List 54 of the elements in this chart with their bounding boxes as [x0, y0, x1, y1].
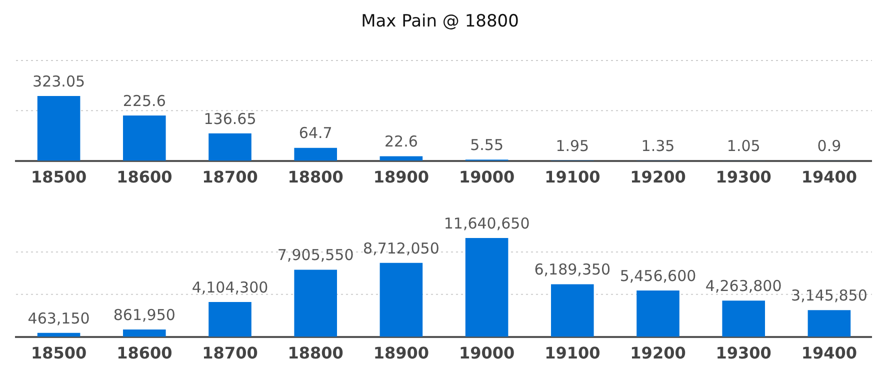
x-tick-label: 18900: [373, 344, 430, 363]
x-tick-label: 19000: [458, 344, 515, 363]
data-label: 1.05: [726, 136, 760, 155]
data-label: 861,950: [113, 306, 176, 324]
x-tick-label: 18500: [30, 344, 87, 363]
x-tick-label: 19100: [544, 344, 600, 363]
data-label: 1.35: [641, 136, 675, 155]
data-label: 22.6: [384, 132, 418, 151]
x-tick-label: 18800: [288, 168, 344, 187]
x-tick-label: 19200: [630, 168, 686, 187]
data-label: 6,189,350: [534, 260, 611, 279]
bar: [123, 329, 166, 337]
x-tick-label: 19400: [801, 344, 858, 363]
data-label: 5.55: [470, 136, 504, 154]
x-tick-label: 19300: [716, 168, 772, 187]
data-label: 136.65: [204, 110, 256, 128]
bar: [294, 270, 337, 337]
data-label: 7,905,550: [277, 246, 354, 264]
x-tick-label: 18900: [373, 168, 430, 187]
bar: [37, 96, 80, 161]
data-label: 4,104,300: [192, 278, 268, 296]
x-tick-label: 18600: [116, 344, 172, 363]
data-label: 8,712,050: [363, 239, 440, 258]
bar: [294, 148, 337, 161]
bar: [636, 290, 680, 337]
x-tick-label: 18700: [202, 168, 258, 187]
bar: [208, 133, 252, 161]
data-label: 323.05: [32, 72, 86, 90]
data-label: 11,640,650: [444, 214, 530, 232]
bar: [380, 262, 423, 337]
data-label: 4,263,800: [705, 277, 782, 296]
data-label: 1.95: [556, 136, 590, 155]
bar: [208, 302, 252, 337]
x-tick-label: 18700: [202, 344, 258, 363]
data-label: 225.6: [122, 92, 166, 110]
data-label: 3,145,850: [791, 286, 868, 304]
x-tick-label: 19400: [801, 168, 858, 187]
data-label: 463,150: [28, 309, 90, 328]
x-tick-label: 19200: [630, 344, 686, 363]
x-tick-label: 18600: [116, 168, 172, 187]
bar: [551, 284, 594, 337]
x-tick-label: 19100: [544, 168, 600, 187]
bar: [722, 300, 765, 337]
bar: [465, 238, 508, 337]
chart-title: Max Pain @ 18800: [361, 12, 519, 32]
data-label: 64.7: [298, 124, 332, 142]
data-label: 5,456,600: [620, 266, 696, 285]
x-tick-label: 18500: [30, 168, 87, 187]
x-tick-label: 19300: [716, 344, 772, 363]
bar: [808, 310, 851, 337]
bar: [123, 116, 166, 161]
x-tick-label: 18800: [288, 344, 344, 363]
x-tick-label: 19000: [458, 168, 515, 187]
data-label: 0.9: [817, 137, 842, 156]
